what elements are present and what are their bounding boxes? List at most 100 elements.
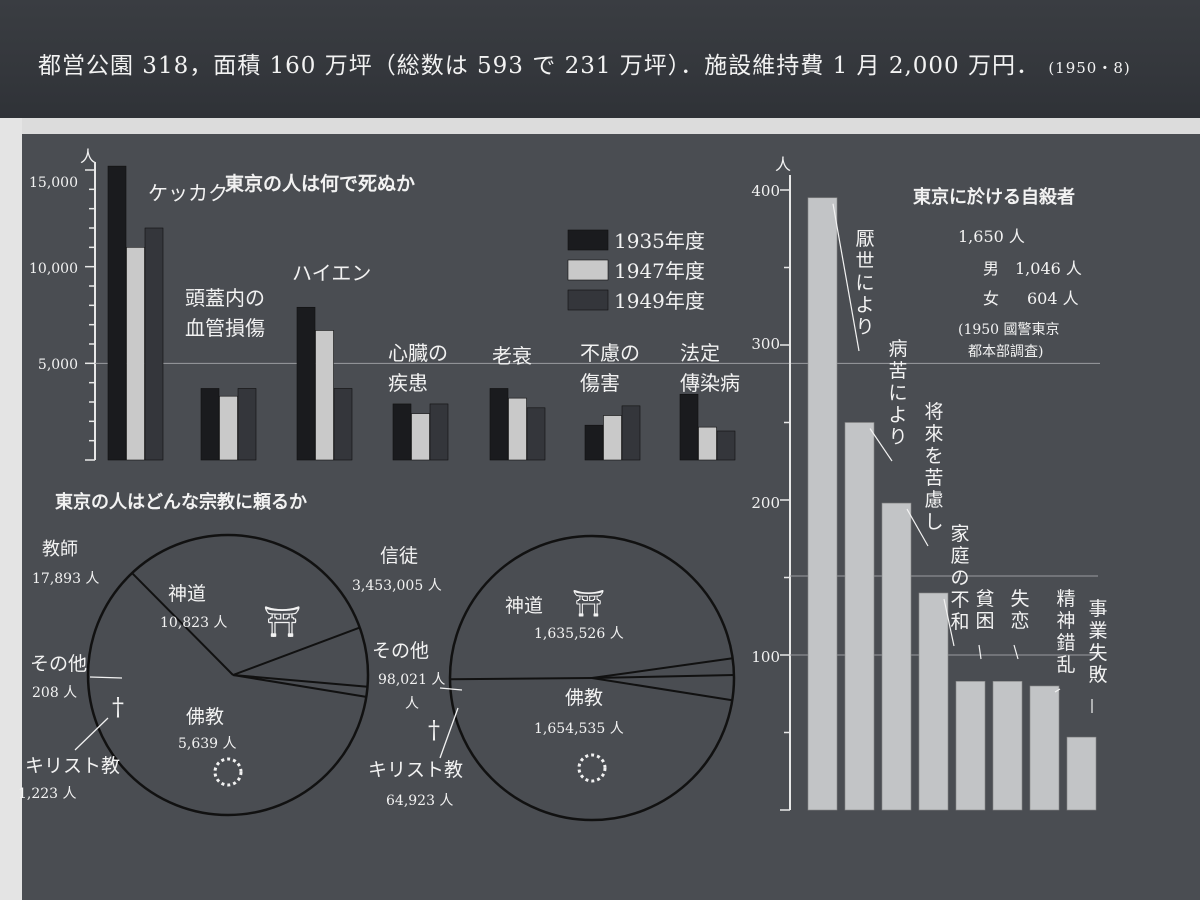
death-bar-3-1947年度 [315,330,334,461]
pie-2-label-神道: 神道 [505,595,543,617]
religion-title: 東京の人はどんな宗教に頼るか [55,491,307,513]
legend-label-1947年度: 1947年度 [614,259,705,283]
pie-1-label-神道: 神道 [168,583,206,605]
teachers-label: 教師 [42,539,78,560]
death-bar-2-1949年度 [237,388,257,461]
header-strip: 都営公園 318，面積 160 万坪（総数は 593 で 231 万坪）．施設維… [0,0,1200,118]
death-bar-6-1947年度 [603,415,622,461]
death-bar-4-1935年度 [392,403,412,461]
death-bar-4-1949年度 [429,403,449,461]
pie-2-value-その他: 98,021 人 [378,672,445,688]
death-bar-2-1935年度 [200,388,220,461]
death-category-label: 心臓の [388,341,448,365]
believers-total: 3,453,005 人 [352,578,442,594]
suicide-label-pointer [869,428,893,462]
suicide-ytick-200: 200 [751,494,780,512]
torii-icon: ⛩ [263,605,301,640]
suicide-category-label: り [855,316,874,338]
suicide-category-label: 苦 [924,467,943,489]
legend-label-1949年度: 1949年度 [614,289,705,313]
religion-charts: 東京の人はどんな宗教に頼るか 教師 17,893 人 信徒 3,453,005 … [18,491,736,822]
suicide-category-label: 精 [1056,588,1075,610]
suicide-category-label: 事 [1088,598,1107,620]
pie-2-slice-その他 [591,673,734,679]
suicide-category-label: 失 [1010,588,1029,610]
suicide-category-label: 世 [855,250,874,272]
suicide-category-label: 病 [888,338,907,360]
death-ytick-15000: 15,000 [29,175,78,191]
death-bar-7-1949年度 [716,430,736,461]
cross-icon: † [428,716,440,744]
death-bar-5-1949年度 [526,407,546,461]
suicide-bar-7 [1029,685,1060,811]
death-category-label: 傳染病 [680,371,740,395]
divider-band [0,118,1200,134]
pie-2-slice-キリスト教 [591,657,733,679]
suicide-category-label: 敗 [1088,664,1107,686]
header-text: 都営公園 318，面積 160 万坪（総数は 593 で 231 万坪）．施設維… [38,46,1131,80]
death-category-label: 頭蓋内の [185,286,265,310]
pie-2-slice-神道 [591,677,733,702]
pie-1-label-キリスト教: キリスト教 [25,755,120,777]
death-bar-7-1935年度 [679,393,699,461]
suicide-category-label: 庭 [950,545,969,567]
pie-1-slice-キリスト教 [232,626,361,676]
cross-icon: † [112,693,124,721]
death-category-label: 疾患 [388,371,428,395]
death-bar-6-1949年度 [621,405,641,461]
pie-1-outline [86,533,370,817]
suicide-category-label: 失 [1088,642,1107,664]
suicide-category-label: 不 [950,589,969,611]
suicide-source-2: 都本部調査) [968,344,1043,360]
suicide-label-pointer [943,598,955,647]
death-bar-6-1935年度 [584,424,604,461]
suicide-chart: 東京に於ける自殺者 人 400 300 200 100 1,650 人 男 1,… [751,155,1108,811]
death-bar-5-1935年度 [489,388,509,461]
pie-1-christian-pointer [74,717,109,751]
death-ytick-10000: 10,000 [29,261,78,277]
suicide-category-label: よ [855,294,874,316]
death-category-label: 不慮の [580,341,640,365]
death-bar-1-1935年度 [107,165,127,461]
suicide-male-label: 男 [983,259,999,278]
suicide-bar-6 [992,681,1023,811]
suicide-category-label: 來 [924,423,943,445]
suicide-category-label: 困 [975,610,994,632]
believers-label: 信徒 [380,545,418,567]
suicide-category-label: よ [888,404,907,426]
suicide-bar-4 [918,592,949,811]
death-category-label: ケッカク [148,181,228,205]
suicide-ytick-400: 400 [751,182,780,200]
pie-2-label-キリスト教: キリスト教 [368,759,463,781]
pie-1-slice-その他 [232,674,368,688]
suicide-category-label: し [924,511,943,533]
pie-2-label-佛教: 佛教 [565,687,603,709]
death-category-label: 傷害 [580,371,620,395]
suicide-ytick-300: 300 [751,335,780,353]
pie-1-value-キリスト教: 1,223 人 [18,786,77,802]
suicide-category-label: 和 [950,611,969,633]
suicide-category-label: 家 [950,523,969,545]
legend-swatch-1949年度 [567,289,609,311]
suicide-category-label: 貧 [975,588,994,610]
pie-1-slice-神道 [232,674,367,698]
suicide-bar-8 [1066,736,1097,811]
teachers-total: 17,893 人 [32,571,99,587]
suicide-category-label: の [950,567,969,589]
suicide-label-pointer [978,644,982,660]
suicide-total: 1,650 人 [958,227,1025,246]
suicide-bar-3 [881,502,912,811]
suicide-ytick-100: 100 [751,648,780,666]
pie-2-value-キリスト教: 64,923 人 [386,793,453,809]
suicide-male-count: 1,046 人 [1015,259,1082,278]
pie-2-label-その他: その他 [372,640,429,662]
death-causes-chart: 東京の人は何で死ぬか 人 15,000 10,000 5,000 ケッカク頭蓋内… [29,147,1100,461]
pie-2-slice-佛教 [449,677,593,681]
suicide-bar-2 [844,422,875,811]
suicide-category-label: に [888,382,907,404]
torii-icon: ⛩ [572,589,605,619]
death-bar-5-1947年度 [508,397,527,461]
suicide-category-label: に [855,272,874,294]
suicide-category-label: り [888,426,907,448]
